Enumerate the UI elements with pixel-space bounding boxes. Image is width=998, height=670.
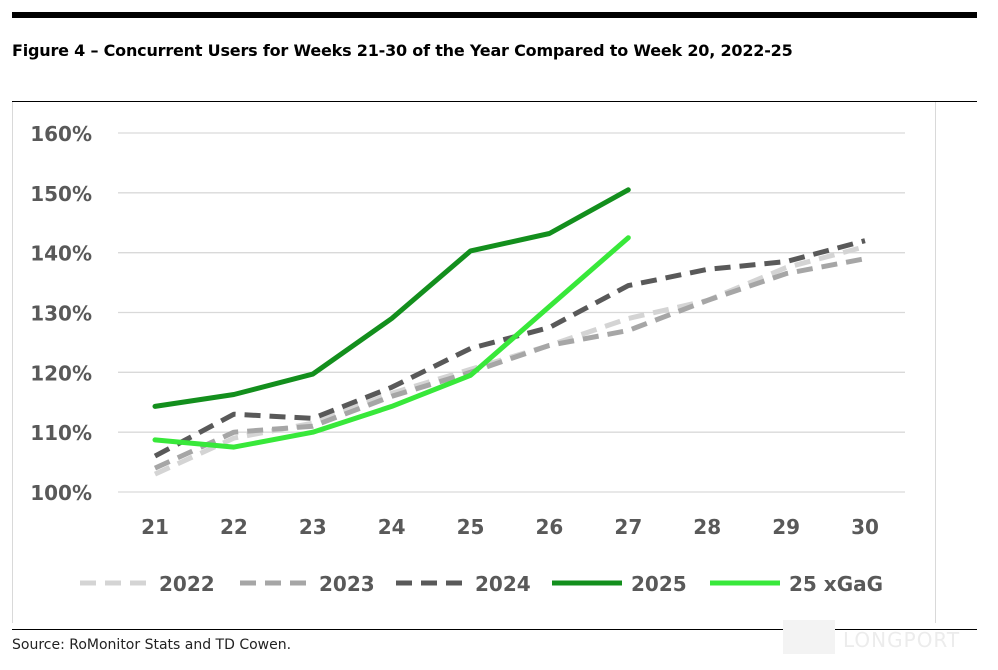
y-tick-label: 160% xyxy=(30,122,92,146)
watermark-text: LONGPORT xyxy=(843,628,961,652)
y-tick-label: 120% xyxy=(30,361,92,385)
legend: 2022 2023 2024 2025 25 xGaG xyxy=(80,572,883,596)
legend-label: 2023 xyxy=(319,572,375,596)
y-tick-label: 110% xyxy=(30,421,92,445)
source-note: Source: RoMonitor Stats and TD Cowen. xyxy=(12,637,292,653)
chart-frame xyxy=(12,102,936,623)
x-axis-ticks: 21 22 23 24 25 26 27 28 29 30 xyxy=(141,515,879,539)
x-tick-label: 27 xyxy=(614,515,642,539)
series-line-25-xgag xyxy=(152,235,631,450)
top-rule xyxy=(12,12,977,18)
x-tick-label: 30 xyxy=(851,515,879,539)
legend-label: 2025 xyxy=(631,572,687,596)
legend-label: 2022 xyxy=(159,572,215,596)
figure-title: Figure 4 – Concurrent Users for Weeks 21… xyxy=(12,41,793,60)
y-tick-label: 140% xyxy=(30,242,92,266)
legend-label: 25 xGaG xyxy=(789,572,883,596)
watermark-icon xyxy=(783,620,835,654)
x-tick-label: 25 xyxy=(457,515,485,539)
y-tick-label: 130% xyxy=(30,302,92,326)
title-rule xyxy=(12,101,977,102)
watermark-logo: LONGPORT xyxy=(783,618,983,668)
y-tick-label: 100% xyxy=(30,481,92,505)
x-tick-label: 28 xyxy=(693,515,721,539)
x-tick-label: 23 xyxy=(299,515,327,539)
y-tick-label: 150% xyxy=(30,182,92,206)
x-tick-label: 29 xyxy=(772,515,800,539)
x-tick-label: 26 xyxy=(536,515,564,539)
x-tick-label: 21 xyxy=(141,515,169,539)
x-tick-label: 22 xyxy=(220,515,248,539)
series-line-2025 xyxy=(152,187,631,409)
series-line-2024 xyxy=(153,238,866,459)
y-axis-ticks: 100% 110% 120% 130% 140% 150% 160% xyxy=(30,122,92,505)
legend-label: 2024 xyxy=(475,572,531,596)
series-lines xyxy=(152,187,866,477)
bottom-rule xyxy=(12,629,977,630)
x-tick-label: 24 xyxy=(378,515,406,539)
series-line-2023 xyxy=(153,256,866,471)
